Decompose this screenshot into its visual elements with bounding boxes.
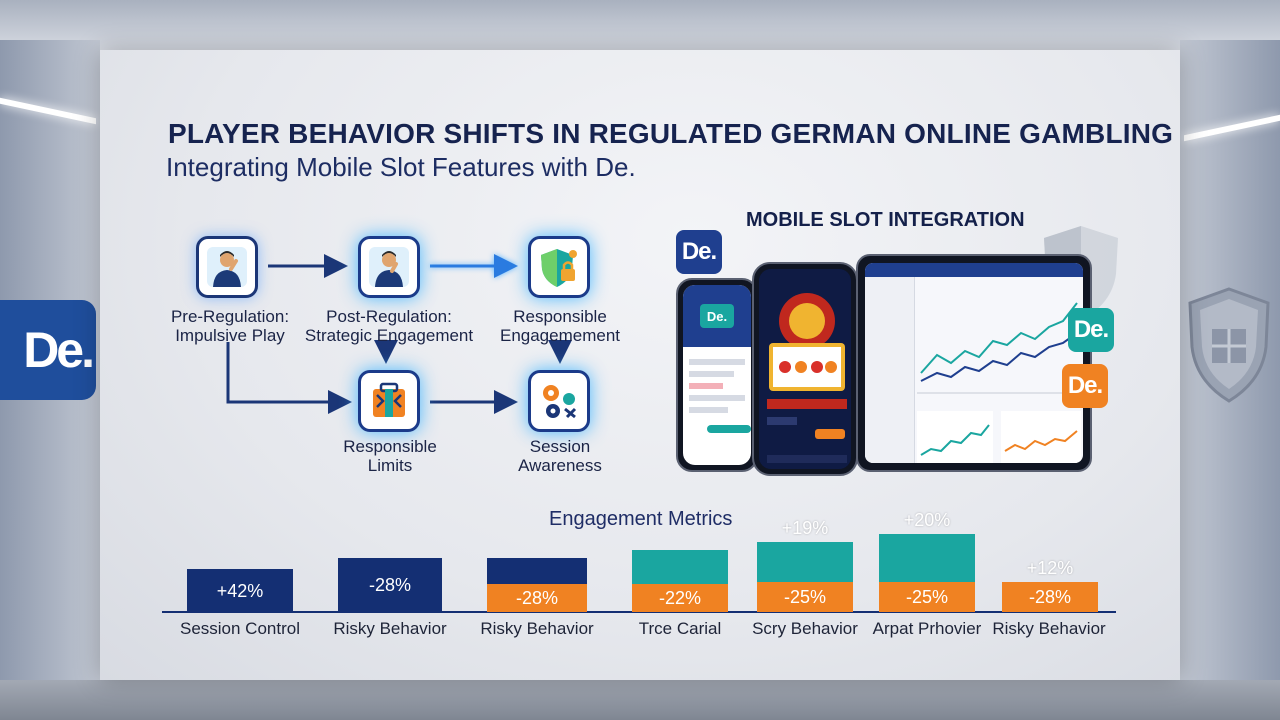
- label-post-regulation-line1: Post-Regulation:: [326, 307, 452, 326]
- tablet-top-bar: [865, 263, 1083, 277]
- metric-bar-value: +42%: [216, 580, 264, 601]
- metric-category-label: Risky Behavior: [992, 619, 1106, 638]
- list-item: [689, 359, 745, 365]
- label-post-regulation: Post-Regulation: Strategic Engagement: [300, 307, 478, 345]
- limits-toolbox-icon: [373, 382, 405, 417]
- metric-category-label: Scry Behavior: [752, 619, 858, 638]
- metric-category-label: Risky Behavior: [333, 619, 447, 638]
- tablet-small-chart-orange: [1001, 411, 1081, 463]
- thinking-person-icon: [369, 247, 409, 287]
- tablet: [856, 254, 1092, 472]
- tablet-line-chart: [917, 302, 1083, 394]
- label-responsible-limits-line2: Limits: [367, 456, 413, 475]
- metric-bar-value: -22%: [658, 588, 702, 608]
- side-wall-brand-logo: De.: [0, 300, 96, 400]
- brand-logo-teal: De.: [1068, 308, 1114, 352]
- left-phone-list: [683, 347, 751, 439]
- label-session-awareness-line1: Session: [529, 437, 591, 456]
- gear-network-icon: [543, 385, 577, 419]
- metric-category-label: Trce Carial: [638, 619, 722, 638]
- metric-bar-value: -28%: [515, 588, 559, 608]
- room-floor: [0, 680, 1280, 720]
- side-wall-shield-icon: [1188, 287, 1270, 403]
- label-responsible-limits-line1: Responsible: [343, 437, 437, 456]
- metric-bar-segment: [757, 582, 853, 612]
- list-item: [689, 407, 729, 413]
- metric-bar-value: -28%: [368, 575, 412, 595]
- node-pre-regulation: [196, 236, 258, 298]
- label-responsible-engagement-line2: Engagemement: [499, 326, 621, 345]
- metric-bar-value: -28%: [1028, 587, 1072, 607]
- center-phone-screen: [759, 269, 851, 469]
- label-session-awareness: Session Awareness: [490, 437, 630, 475]
- list-item: [689, 371, 734, 377]
- metric-category-label: Risky Behavior: [480, 619, 594, 638]
- metric-bar-segment: [879, 534, 975, 582]
- mobile-integration-title: MOBILE SLOT INTEGRATION: [746, 209, 1025, 231]
- label-pre-regulation-line2: Impulsive Play: [175, 326, 285, 345]
- metric-bar-value: -25%: [783, 587, 827, 607]
- metric-bar-segment: [338, 558, 442, 612]
- center-phone: [752, 262, 858, 476]
- left-phone: De.: [676, 278, 758, 472]
- label-pre-regulation: Pre-Regulation: Impulsive Play: [150, 307, 310, 345]
- node-post-regulation: [358, 236, 420, 298]
- tablet-small-chart-teal: [917, 411, 993, 463]
- label-pre-regulation-line1: Pre-Regulation:: [170, 307, 290, 326]
- metric-bar-top-value: +19%: [781, 518, 829, 538]
- label-session-awareness-line2: Awareness: [518, 456, 602, 475]
- left-phone-screen: De.: [683, 285, 751, 465]
- brand-logo-orange: De.: [1062, 364, 1108, 408]
- metric-bar-top-value: +20%: [903, 510, 951, 530]
- left-phone-logo: De.: [700, 304, 734, 328]
- label-responsible-limits: Responsible Limits: [320, 437, 460, 475]
- tablet-screen: [865, 263, 1083, 463]
- metric-bar-segment: [487, 584, 587, 612]
- list-item: [689, 395, 745, 401]
- label-post-regulation-line2: Strategic Engagement: [304, 326, 474, 345]
- left-phone-header: De.: [683, 285, 751, 347]
- page-subtitle: Integrating Mobile Slot Features with De…: [166, 152, 636, 182]
- metric-bar-top-value: +12%: [1026, 558, 1074, 578]
- metric-bar-segment: [879, 582, 975, 612]
- metric-bar-segment: [187, 569, 293, 612]
- metric-bar-segment: [487, 558, 587, 584]
- metric-bar-segment: [632, 550, 728, 584]
- metric-bar-segment: [757, 542, 853, 582]
- node-responsible-engagement: [528, 236, 590, 298]
- page-title: PLAYER BEHAVIOR SHIFTS IN REGULATED GERM…: [168, 118, 1174, 149]
- label-responsible-engagement-line1: Responsible: [513, 307, 607, 326]
- label-responsible-engagement: Responsible Engagemement: [482, 307, 638, 345]
- brand-logo-blue: De.: [676, 230, 722, 274]
- metrics-title: Engagement Metrics: [549, 508, 733, 530]
- slot-machine-graphic: [759, 269, 851, 469]
- shield-lock-icon: [541, 249, 577, 287]
- list-item: [689, 383, 723, 389]
- metric-bar-segment: [1002, 582, 1098, 612]
- metric-category-label: Arpat Prhovier: [872, 619, 982, 638]
- tablet-sidebar: [865, 277, 915, 463]
- metric-bar-value: -25%: [905, 587, 949, 607]
- metric-bar-segment: [632, 584, 728, 612]
- node-responsible-limits: [358, 370, 420, 432]
- stressed-person-icon: [207, 247, 247, 287]
- left-phone-button[interactable]: [707, 425, 751, 433]
- node-session-awareness: [528, 370, 590, 432]
- metric-category-label: Session Control: [179, 619, 300, 638]
- room-ceiling: [0, 0, 1280, 50]
